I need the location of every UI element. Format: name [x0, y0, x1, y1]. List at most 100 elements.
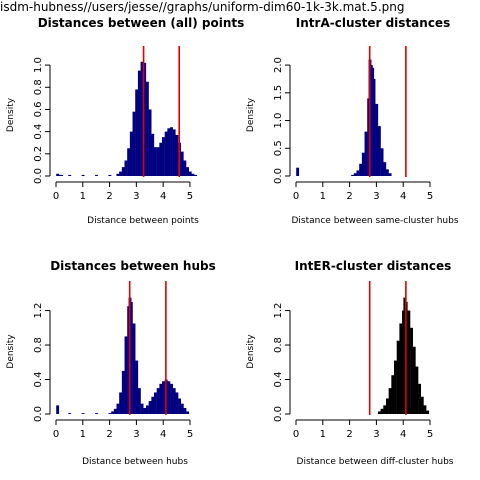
- x-tick-label: 3: [373, 191, 379, 202]
- histogram-bar: [385, 398, 389, 414]
- x-tick-label: 5: [427, 429, 433, 440]
- chart-distances-all-points: Distances between (all) points 0 1 2 3 4 5 Dist…: [6, 16, 244, 226]
- histogram-bar: [353, 173, 357, 176]
- x-tick-label: 4: [160, 191, 166, 202]
- x-tick-label: 3: [373, 429, 379, 440]
- x-tick-label: 2: [106, 429, 112, 440]
- histogram-bar: [383, 162, 387, 176]
- histogram-bar: [183, 407, 187, 414]
- y-tick-label: 0.6: [33, 102, 44, 118]
- histogram-bar: [388, 388, 392, 414]
- histogram-bar: [81, 174, 85, 176]
- y-tick-label: 0.8: [273, 337, 284, 353]
- histogram-bar: [95, 174, 98, 176]
- histogram-bar: [143, 62, 147, 176]
- histogram-bar: [186, 167, 189, 176]
- x-tick-label: 5: [187, 191, 193, 202]
- histogram-bar: [140, 61, 144, 176]
- histogram-bar: [132, 111, 136, 176]
- histogram-bar: [95, 413, 98, 414]
- y-tick-label: 1.5: [273, 85, 284, 101]
- histogram-bar: [68, 413, 72, 414]
- histogram-bar: [396, 340, 400, 414]
- histogram-bar: [145, 81, 149, 176]
- histogram-bar: [57, 174, 61, 176]
- histogram-bar: [191, 173, 195, 176]
- histogram-bar: [167, 381, 171, 414]
- y-tick-label: 0.5: [273, 140, 284, 156]
- x-tick-label: 4: [400, 191, 406, 202]
- y-tick-label: 0.0: [33, 168, 44, 184]
- histogram-bar: [162, 137, 165, 176]
- histogram-bar: [183, 160, 187, 176]
- x-tick-label: 3: [133, 429, 139, 440]
- x-tick-label: 5: [427, 191, 433, 202]
- histogram-bar: [111, 411, 115, 414]
- histogram-bar: [137, 70, 141, 176]
- histogram-bar: [124, 336, 128, 414]
- histogram-bar: [129, 131, 133, 176]
- x-axis-label: Distance between hubs: [82, 457, 188, 467]
- histogram-bar: [359, 163, 363, 176]
- histogram-bar: [124, 160, 128, 176]
- histogram-bar: [116, 403, 120, 414]
- x-tick-label: 2: [106, 191, 112, 202]
- histogram-bar: [132, 323, 136, 414]
- histogram-bar: [159, 142, 163, 176]
- histogram-bar: [140, 403, 144, 414]
- histogram-bar: [121, 370, 125, 414]
- file-path-header: isdm-hubness//users/jesse//graphs/unifor…: [0, 0, 405, 14]
- chart-title: Distances between hubs: [50, 259, 216, 273]
- histogram-bar: [154, 392, 157, 414]
- histogram-bar: [170, 127, 173, 176]
- histogram-bar: [296, 167, 300, 176]
- histogram-bar: [385, 169, 389, 176]
- histogram-bar: [372, 78, 376, 176]
- histogram-bar: [361, 152, 365, 176]
- histogram-bar: [162, 381, 165, 414]
- histogram-bar: [164, 131, 168, 176]
- y-axis-label: Density: [6, 97, 16, 132]
- chart-inter-cluster-distances: IntER-cluster distances 0 1 2 3 4 5 Distance be…: [246, 259, 454, 467]
- x-tick-label: 2: [346, 191, 352, 202]
- histogram-bar: [407, 310, 411, 414]
- x-tick-label: 0: [53, 429, 59, 440]
- histogram-bar: [156, 147, 160, 176]
- x-tick-label: 1: [80, 191, 86, 202]
- y-tick-label: 1.0: [273, 113, 284, 129]
- chart-title: IntER-cluster distances: [295, 259, 452, 273]
- histogram-bar: [56, 173, 60, 176]
- x-axis-label: Distance between diff-cluster hubs: [297, 457, 454, 467]
- histogram-bar: [391, 375, 395, 414]
- histogram-bar: [145, 405, 149, 414]
- histogram-bar: [412, 346, 416, 414]
- histogram-bar: [178, 398, 182, 414]
- histogram-bar: [377, 411, 381, 414]
- histogram-bar: [180, 151, 184, 176]
- histogram-bar: [180, 403, 184, 414]
- x-axis-label: Distance between same-cluster hubs: [291, 216, 458, 226]
- x-tick-label: 1: [320, 191, 326, 202]
- y-tick-label: 0.0: [33, 406, 44, 422]
- histogram-bar: [188, 171, 192, 176]
- histogram-bar: [119, 392, 123, 414]
- x-tick-label: 5: [187, 429, 193, 440]
- histogram-bar: [194, 174, 198, 176]
- y-tick-label: 0.0: [273, 406, 284, 422]
- x-tick-label: 4: [160, 429, 166, 440]
- histogram-bar: [172, 388, 176, 414]
- histogram-bar: [399, 323, 403, 414]
- histogram-bar: [156, 388, 160, 414]
- histogram-bar: [137, 388, 141, 414]
- histogram-bar: [148, 401, 152, 414]
- y-tick-label: 0.4: [33, 372, 44, 388]
- y-tick-label: 0.0: [273, 168, 284, 184]
- histogram-bar: [170, 383, 173, 414]
- histogram-bar: [108, 174, 112, 176]
- y-tick-label: 1.2: [273, 303, 284, 319]
- histogram-bar: [383, 405, 387, 414]
- chart-title: IntrA-cluster distances: [296, 16, 450, 30]
- histogram-bar: [116, 173, 120, 176]
- histogram-bar: [356, 170, 360, 176]
- y-tick-label: 2.0: [273, 57, 284, 73]
